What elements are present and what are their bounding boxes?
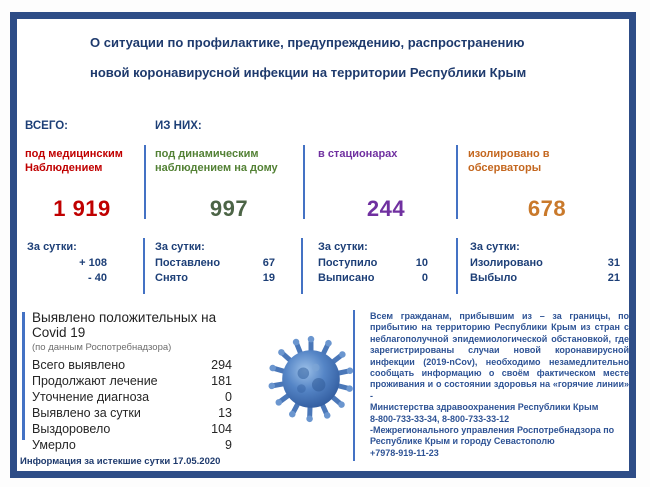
daily-row-value: 21 [607, 272, 620, 284]
daily-block-total: За сутки: + 108 - 40 [27, 240, 107, 286]
stat-label-line1: изолировано в [468, 148, 550, 160]
divider [456, 238, 458, 294]
page-title-line2: новой коронавирусной инфекции на террито… [90, 65, 527, 80]
daily-row: Поступило 10 [318, 256, 428, 271]
stat-label: под медицинским Наблюдением [25, 148, 139, 175]
footer-date-note: Информация за истекшие сутки 17.05.2020 [20, 456, 221, 467]
stat-label-line1: под медицинским [25, 148, 123, 160]
table-row: Выздоровело 104 [32, 421, 232, 437]
daily-row-label: Изолировано [470, 257, 543, 269]
daily-row-label: Выписано [318, 272, 375, 284]
stat-value: 244 [366, 196, 406, 221]
divider [456, 145, 458, 219]
daily-row-label: Поступило [318, 257, 378, 269]
daily-row-value: 0 [421, 272, 428, 284]
divider [144, 145, 146, 219]
row-value: 13 [218, 406, 232, 420]
page-title-line1: О ситуации по профилактике, предупрежден… [90, 35, 525, 50]
daily-title: За сутки: [318, 241, 368, 253]
daily-row-value: + 108 [79, 257, 107, 269]
covid-block-title: Выявлено положительных на Covid 19 [32, 310, 217, 340]
stat-label: изолировано в обсерваторы [468, 148, 626, 175]
row-value: 0 [225, 390, 232, 404]
stat-label-line2: Наблюдением [25, 161, 103, 174]
row-label: Продолжают лечение [32, 374, 158, 388]
daily-row: + 108 [27, 256, 107, 271]
daily-row: - 40 [27, 271, 107, 286]
table-row: Умерло 9 [32, 437, 232, 453]
hotline-notice: Всем гражданам, прибывшим из – за границ… [370, 311, 629, 459]
row-value: 9 [225, 438, 232, 452]
notice-org1: Министерства здравоохранения Республики … [370, 402, 599, 413]
notice-phones1: 8-800-733-33-34, 8-800-733-33-12 [370, 413, 510, 424]
daily-title: За сутки: [155, 241, 205, 253]
row-value: 181 [211, 374, 232, 388]
daily-row-label: Снято [155, 272, 188, 284]
table-row: Всего выявлено 294 [32, 357, 232, 373]
daily-row: Выписано 0 [318, 271, 428, 286]
stat-label-line1: под динамическим [155, 148, 259, 160]
table-row: Выявлено за сутки 13 [32, 405, 232, 421]
daily-block-observatory: За сутки: Изолировано 31 Выбыло 21 [470, 240, 620, 286]
daily-block-home: За сутки: Поставлено 67 Снято 19 [155, 240, 275, 286]
row-label: Умерло [32, 438, 76, 452]
daily-row-label: Поставлено [155, 257, 221, 269]
daily-row-value: 67 [262, 257, 275, 269]
daily-row-value: 31 [607, 257, 620, 269]
daily-row-label: Выбыло [470, 272, 518, 284]
row-label: Уточнение диагноза [32, 390, 150, 404]
daily-row: Снято 19 [155, 271, 275, 286]
divider [303, 145, 305, 219]
of-them-section-label: ИЗ НИХ: [155, 120, 202, 132]
covid-positive-block: Выявлено положительных на Covid 19 (по д… [32, 310, 244, 453]
divider [143, 238, 145, 294]
virus-icon [268, 335, 354, 423]
notice-paragraph: Всем гражданам, прибывшим из – за границ… [370, 311, 629, 401]
stat-label-line2: обсерваторы [468, 161, 542, 174]
covid-block-accent-bar [22, 312, 25, 440]
stat-label-line2: наблюдением на дому [155, 161, 278, 174]
daily-row-value: 19 [262, 272, 275, 284]
daily-row-value: - 40 [88, 272, 107, 284]
daily-title: За сутки: [27, 241, 77, 253]
daily-row: Выбыло 21 [470, 271, 620, 286]
daily-title: За сутки: [470, 241, 520, 253]
stat-label: под динамическим наблюдением на дому [155, 148, 303, 175]
notice-org2: -Межрегионального управления Роспотребна… [370, 425, 615, 447]
stat-value: 1 919 [53, 196, 111, 221]
stat-isolated-observatories: изолировано в обсерваторы 678 [468, 148, 626, 222]
daily-block-hospital: За сутки: Поступило 10 Выписано 0 [318, 240, 428, 286]
daily-row-value: 10 [415, 257, 428, 269]
row-value: 104 [211, 422, 232, 436]
stat-home-observation: под динамическим наблюдением на дому 997 [155, 148, 303, 222]
stat-value: 678 [527, 196, 567, 221]
infographic-card: О ситуации по профилактике, предупрежден… [10, 12, 636, 478]
total-section-label: ВСЕГО: [25, 120, 68, 132]
page-title: О ситуации по профилактике, предупрежден… [90, 36, 526, 80]
row-value: 294 [211, 358, 232, 372]
covid-block-subtitle: (по данным Роспотребнадзора) [32, 342, 172, 353]
row-label: Выявлено за сутки [32, 406, 141, 420]
table-row: Продолжают лечение 181 [32, 373, 232, 389]
stat-label-line1: в стационарах [318, 148, 398, 160]
daily-row: Поставлено 67 [155, 256, 275, 271]
stat-value: 997 [209, 196, 249, 221]
divider [301, 238, 303, 294]
table-row: Уточнение диагноза 0 [32, 389, 232, 405]
row-label: Всего выявлено [32, 358, 126, 372]
daily-row: Изолировано 31 [470, 256, 620, 271]
stat-in-hospitals: в стационарах 244 [318, 148, 454, 222]
stat-under-medical-observation: под медицинским Наблюдением 1 919 [25, 148, 139, 222]
covid-rows: Всего выявлено 294 Продолжают лечение 18… [32, 357, 232, 453]
divider [353, 310, 355, 461]
stat-label: в стационарах [318, 148, 454, 162]
row-label: Выздоровело [32, 422, 111, 436]
notice-phones2: +7978-919-11-23 [370, 447, 439, 458]
